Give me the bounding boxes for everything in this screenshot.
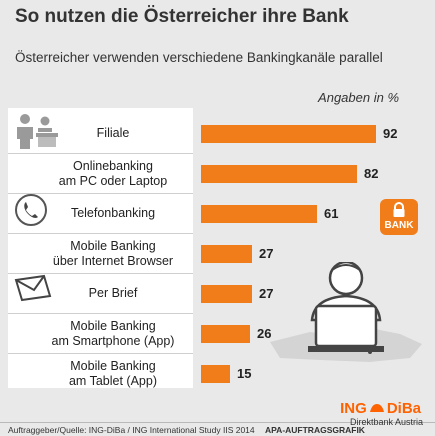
brand-name-right: DiBa — [386, 400, 421, 417]
category-row: Mobile Banking am Tablet (App) — [8, 354, 193, 393]
bar — [201, 325, 250, 343]
category-label: Per Brief — [88, 286, 138, 300]
footer-divider — [0, 422, 435, 423]
category-row: Per Brief — [8, 274, 193, 313]
people-icon — [17, 114, 58, 149]
category-label: Telefonbanking — [70, 206, 156, 220]
category-row: Telefonbanking — [8, 194, 193, 233]
category-label: Mobile Banking am Tablet (App) — [68, 358, 157, 388]
agency-label: APA-AUFTRAGSGRAFIK — [265, 425, 365, 435]
row-divider — [8, 193, 193, 194]
unit-label: Angaben in % — [318, 90, 399, 105]
row-divider — [8, 273, 193, 274]
badge-label: BANK — [384, 220, 414, 231]
category-row: Onlinebanking am PC oder Laptop — [8, 154, 193, 193]
bar — [201, 165, 357, 183]
brand-name-left: ING — [340, 400, 367, 417]
lion-logo-icon — [369, 404, 384, 412]
brand-logo: ING DiBa Direktbank Austria — [338, 400, 423, 427]
envelope-icon — [14, 274, 52, 302]
data-label: 61 — [324, 206, 339, 221]
category-label: Filiale — [96, 126, 130, 140]
data-label: 27 — [259, 286, 274, 301]
category-row: Mobile Banking über Internet Browser — [8, 234, 193, 273]
bar — [201, 125, 376, 143]
bank-badge: BANK — [380, 199, 418, 235]
bar — [201, 205, 317, 223]
chart-subtitle: Österreicher verwenden verschiedene Bank… — [15, 50, 383, 65]
data-label: 82 — [364, 166, 379, 181]
person-laptop-icon — [270, 262, 422, 362]
row-divider — [8, 313, 193, 314]
data-label: 27 — [259, 246, 274, 261]
row-divider — [8, 233, 193, 234]
bar — [201, 285, 252, 303]
data-label: 26 — [257, 326, 272, 341]
category-row: Mobile Banking am Smartphone (App) — [8, 314, 193, 353]
category-label: Mobile Banking über Internet Browser — [52, 238, 174, 268]
row-divider — [8, 353, 193, 354]
telephone-icon — [15, 194, 47, 226]
bar — [201, 245, 252, 263]
source-note: Auftraggeber/Quelle: ING-DiBa / ING Inte… — [8, 425, 255, 435]
bar — [201, 365, 230, 383]
brand-subtitle: Direktbank Austria — [349, 417, 423, 427]
category-label: Mobile Banking am Smartphone (App) — [51, 318, 175, 348]
chart-title: So nutzen die Österreicher ihre Bank — [15, 6, 349, 27]
category-label: Onlinebanking am PC oder Laptop — [58, 158, 168, 188]
category-row: Filiale — [8, 114, 193, 153]
data-label: 92 — [383, 126, 398, 141]
row-divider — [8, 153, 193, 154]
lock-icon — [393, 202, 405, 217]
data-label: 15 — [237, 366, 252, 381]
category-panel — [8, 108, 193, 388]
